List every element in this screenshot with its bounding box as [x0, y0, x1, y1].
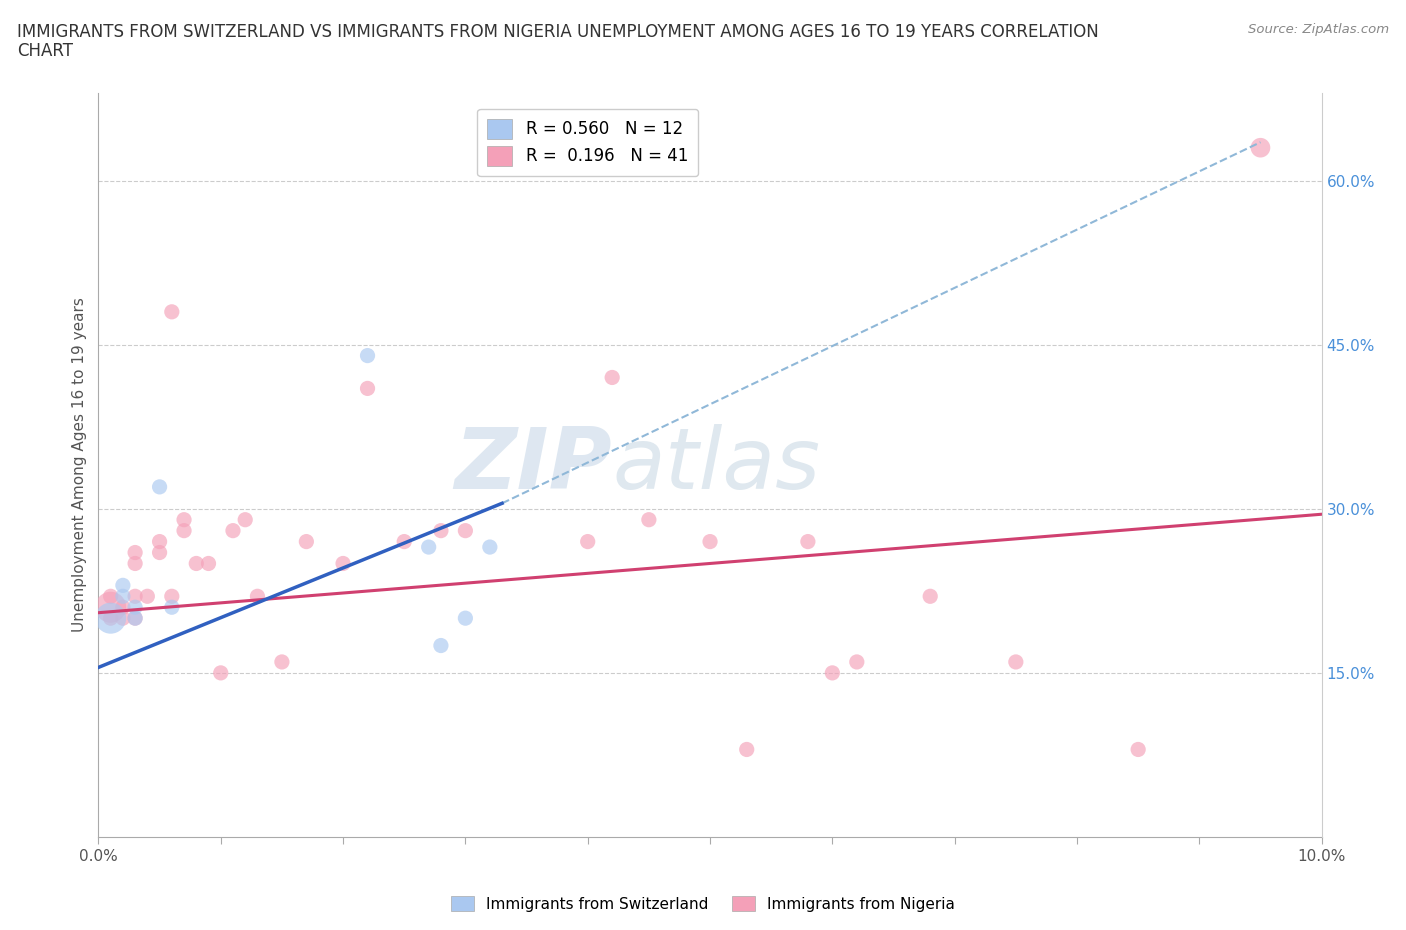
- Point: [233, 512, 256, 527]
- Point: [100, 600, 122, 615]
- Point: [111, 578, 134, 592]
- Point: [124, 556, 146, 571]
- Point: [920, 589, 942, 604]
- Y-axis label: Unemployment Among Ages 16 to 19 years: Unemployment Among Ages 16 to 19 years: [72, 298, 87, 632]
- Point: [576, 534, 599, 549]
- Point: [295, 534, 318, 549]
- Point: [430, 524, 453, 538]
- Point: [186, 556, 208, 571]
- Point: [173, 524, 195, 538]
- Point: [637, 512, 661, 527]
- Point: [418, 539, 440, 554]
- Point: [454, 611, 477, 626]
- Point: [270, 655, 292, 670]
- Text: ZIP: ZIP: [454, 423, 612, 507]
- Point: [160, 589, 183, 604]
- Point: [124, 545, 146, 560]
- Point: [160, 304, 183, 319]
- Point: [356, 348, 378, 363]
- Point: [845, 655, 868, 670]
- Point: [392, 534, 416, 549]
- Point: [478, 539, 501, 554]
- Point: [735, 742, 758, 757]
- Point: [332, 556, 354, 571]
- Point: [100, 611, 122, 626]
- Point: [100, 589, 122, 604]
- Point: [197, 556, 219, 571]
- Point: [124, 589, 146, 604]
- Point: [454, 524, 477, 538]
- Point: [111, 589, 134, 604]
- Point: [699, 534, 721, 549]
- Text: Source: ZipAtlas.com: Source: ZipAtlas.com: [1249, 23, 1389, 36]
- Point: [124, 611, 146, 626]
- Point: [209, 666, 232, 681]
- Point: [111, 611, 134, 626]
- Point: [124, 611, 146, 626]
- Text: IMMIGRANTS FROM SWITZERLAND VS IMMIGRANTS FROM NIGERIA UNEMPLOYMENT AMONG AGES 1: IMMIGRANTS FROM SWITZERLAND VS IMMIGRANT…: [17, 23, 1098, 41]
- Text: atlas: atlas: [612, 423, 820, 507]
- Legend: Immigrants from Switzerland, Immigrants from Nigeria: Immigrants from Switzerland, Immigrants …: [446, 889, 960, 918]
- Point: [124, 600, 146, 615]
- Point: [100, 611, 122, 626]
- Point: [356, 381, 378, 396]
- Point: [1249, 140, 1271, 155]
- Point: [1004, 655, 1026, 670]
- Legend: R = 0.560   N = 12, R =  0.196   N = 41: R = 0.560 N = 12, R = 0.196 N = 41: [478, 109, 697, 176]
- Point: [149, 545, 172, 560]
- Point: [1128, 742, 1150, 757]
- Point: [600, 370, 623, 385]
- Point: [821, 666, 844, 681]
- Text: CHART: CHART: [17, 42, 73, 60]
- Point: [222, 524, 245, 538]
- Point: [246, 589, 269, 604]
- Point: [160, 600, 183, 615]
- Point: [430, 638, 453, 653]
- Point: [136, 589, 159, 604]
- Point: [797, 534, 820, 549]
- Point: [149, 534, 172, 549]
- Point: [111, 600, 134, 615]
- Point: [149, 480, 172, 495]
- Point: [173, 512, 195, 527]
